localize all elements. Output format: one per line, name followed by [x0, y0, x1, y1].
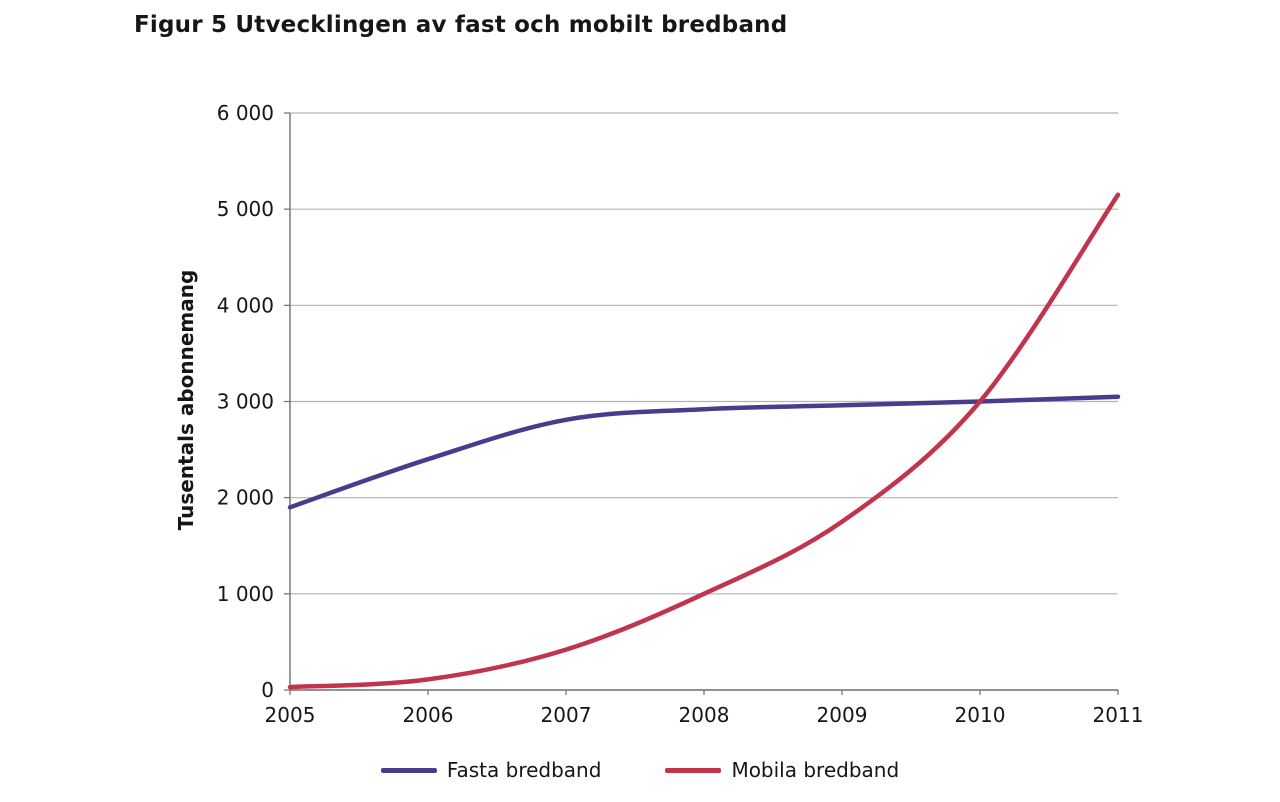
legend-label-mobila: Mobila bredband [731, 758, 900, 782]
chart-title: Figur 5 Utvecklingen av fast och mobilt … [134, 12, 788, 38]
svg-text:0: 0 [261, 678, 274, 702]
svg-text:2009: 2009 [817, 703, 868, 727]
svg-text:5 000: 5 000 [217, 197, 274, 221]
svg-text:3 000: 3 000 [217, 390, 274, 414]
legend-item-fasta-bredband: Fasta bredband [380, 758, 602, 782]
svg-text:2007: 2007 [541, 703, 592, 727]
svg-text:2008: 2008 [679, 703, 730, 727]
svg-text:1 000: 1 000 [217, 582, 274, 606]
chart-legend: Fasta bredband Mobila bredband [0, 758, 1280, 782]
svg-text:4 000: 4 000 [217, 293, 274, 317]
svg-text:2005: 2005 [265, 703, 316, 727]
svg-text:6 000: 6 000 [217, 101, 274, 125]
svg-text:2 000: 2 000 [217, 486, 274, 510]
svg-text:2010: 2010 [955, 703, 1006, 727]
legend-line-swatch-fasta [380, 767, 437, 773]
svg-text:2011: 2011 [1093, 703, 1144, 727]
legend-label-fasta: Fasta bredband [446, 758, 602, 782]
legend-line-swatch-mobila [665, 767, 722, 773]
svg-text:2006: 2006 [403, 703, 454, 727]
legend-item-mobila-bredband: Mobila bredband [665, 758, 899, 782]
